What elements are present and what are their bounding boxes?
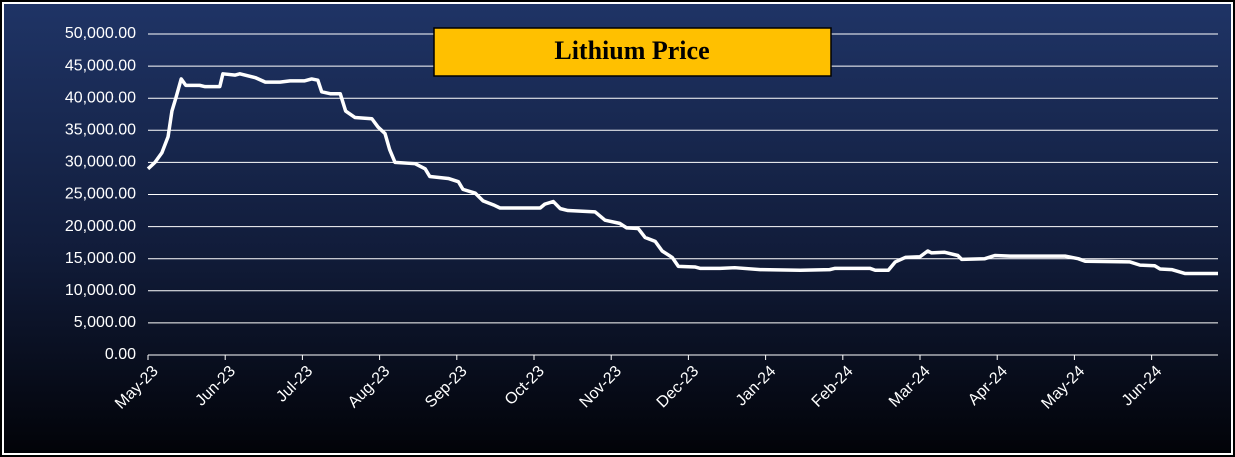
y-tick-label: 20,000.00 <box>65 218 136 235</box>
y-tick-label: 30,000.00 <box>65 154 136 171</box>
y-tick-label: 5,000.00 <box>74 314 136 331</box>
title-box <box>433 27 832 77</box>
y-tick-label: 10,000.00 <box>65 282 136 299</box>
price-line <box>146 72 1218 276</box>
y-tick-label: 45,000.00 <box>65 57 136 74</box>
y-tick-label: 50,000.00 <box>65 25 136 42</box>
y-tick-label: 0.00 <box>105 346 136 363</box>
y-tick-label: 35,000.00 <box>65 122 136 139</box>
y-tick-label: 25,000.00 <box>65 186 136 203</box>
y-tick-label: 15,000.00 <box>65 250 136 267</box>
y-tick-label: 40,000.00 <box>65 89 136 106</box>
chart-title: Lithium Price <box>554 36 709 65</box>
